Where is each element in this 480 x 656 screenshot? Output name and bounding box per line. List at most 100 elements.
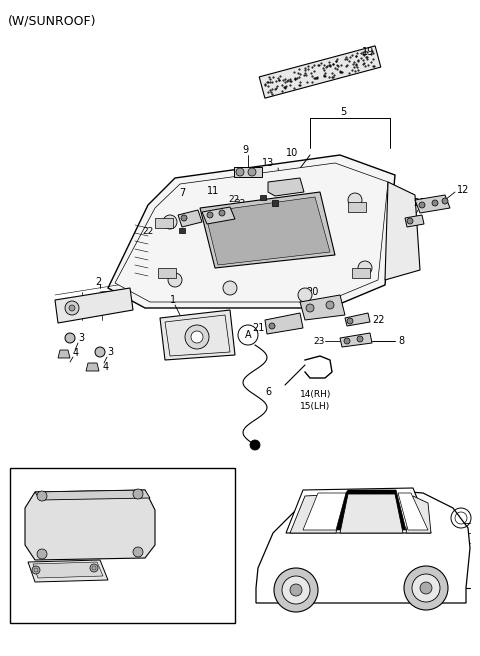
Circle shape (65, 301, 79, 315)
Circle shape (348, 193, 362, 207)
Text: 21: 21 (252, 323, 264, 333)
Polygon shape (415, 195, 450, 213)
Polygon shape (290, 494, 343, 533)
Text: 22: 22 (228, 195, 239, 204)
Circle shape (290, 584, 302, 596)
Text: 23: 23 (313, 337, 325, 346)
Polygon shape (165, 315, 230, 356)
Circle shape (326, 301, 334, 309)
Text: 22: 22 (142, 226, 153, 236)
Circle shape (274, 568, 318, 612)
Circle shape (282, 576, 310, 604)
Circle shape (347, 318, 353, 324)
Circle shape (32, 566, 40, 574)
Text: 14(RH): 14(RH) (300, 390, 331, 400)
Polygon shape (256, 490, 470, 603)
Text: 13: 13 (262, 158, 274, 168)
Bar (10, 468, 235, 623)
Bar (179, 228, 185, 233)
Circle shape (442, 198, 448, 204)
Circle shape (191, 331, 203, 343)
Bar (260, 195, 266, 200)
Circle shape (65, 333, 75, 343)
Polygon shape (320, 490, 406, 530)
Circle shape (407, 218, 413, 224)
Text: 22: 22 (372, 315, 384, 325)
Text: (W/SUNROOF): (W/SUNROOF) (8, 14, 96, 27)
Polygon shape (200, 192, 335, 268)
Polygon shape (398, 493, 428, 530)
Text: 22: 22 (234, 199, 245, 207)
Polygon shape (205, 197, 330, 265)
Circle shape (69, 305, 75, 311)
Polygon shape (202, 207, 235, 224)
Text: 9: 9 (242, 145, 248, 155)
Polygon shape (28, 560, 108, 582)
Circle shape (219, 210, 225, 216)
Text: 21: 21 (413, 198, 425, 208)
Circle shape (269, 323, 275, 329)
Text: 2: 2 (95, 277, 101, 287)
Circle shape (432, 200, 438, 206)
Text: 4: 4 (103, 362, 109, 372)
Circle shape (90, 564, 98, 572)
Text: 11: 11 (207, 186, 219, 196)
Circle shape (163, 215, 177, 229)
Text: 6: 6 (265, 387, 271, 397)
Polygon shape (115, 163, 388, 302)
Circle shape (419, 202, 425, 208)
Circle shape (37, 491, 47, 501)
Circle shape (236, 168, 244, 176)
Circle shape (181, 215, 187, 221)
Text: 26: 26 (152, 563, 164, 573)
Circle shape (185, 325, 209, 349)
Circle shape (37, 549, 47, 559)
Circle shape (412, 574, 440, 602)
Polygon shape (55, 288, 133, 323)
Polygon shape (303, 493, 346, 530)
Text: 5: 5 (340, 107, 346, 117)
Polygon shape (340, 333, 372, 347)
Text: 26: 26 (152, 555, 164, 565)
Circle shape (248, 168, 256, 176)
Circle shape (298, 288, 312, 302)
Circle shape (306, 304, 314, 312)
Text: A: A (23, 477, 29, 487)
Polygon shape (160, 310, 235, 360)
Circle shape (404, 566, 448, 610)
Text: 15(LH): 15(LH) (300, 403, 330, 411)
Text: 3: 3 (78, 333, 84, 343)
Polygon shape (108, 155, 395, 308)
Text: 19: 19 (362, 47, 374, 57)
Polygon shape (268, 178, 304, 196)
Polygon shape (178, 210, 202, 227)
Circle shape (95, 347, 105, 357)
Circle shape (207, 212, 213, 218)
Text: 12: 12 (457, 185, 469, 195)
Text: 20: 20 (306, 287, 318, 297)
Text: 4: 4 (73, 348, 79, 358)
Circle shape (223, 281, 237, 295)
Text: A: A (245, 330, 252, 340)
Polygon shape (265, 313, 303, 334)
Polygon shape (58, 350, 70, 358)
Circle shape (133, 547, 143, 557)
Circle shape (357, 336, 363, 342)
Polygon shape (286, 488, 431, 533)
Circle shape (168, 273, 182, 287)
Circle shape (133, 489, 143, 499)
Polygon shape (259, 46, 381, 98)
Polygon shape (300, 295, 345, 320)
Circle shape (250, 440, 260, 450)
Polygon shape (35, 490, 150, 500)
Text: 8: 8 (398, 336, 404, 346)
Bar (348, 202, 366, 212)
Text: 3: 3 (107, 347, 113, 357)
Text: 10: 10 (286, 148, 298, 158)
Polygon shape (25, 490, 155, 560)
Bar (272, 200, 278, 206)
Circle shape (358, 261, 372, 275)
Bar (158, 268, 176, 278)
Text: 1: 1 (170, 295, 176, 305)
Bar (155, 218, 173, 228)
